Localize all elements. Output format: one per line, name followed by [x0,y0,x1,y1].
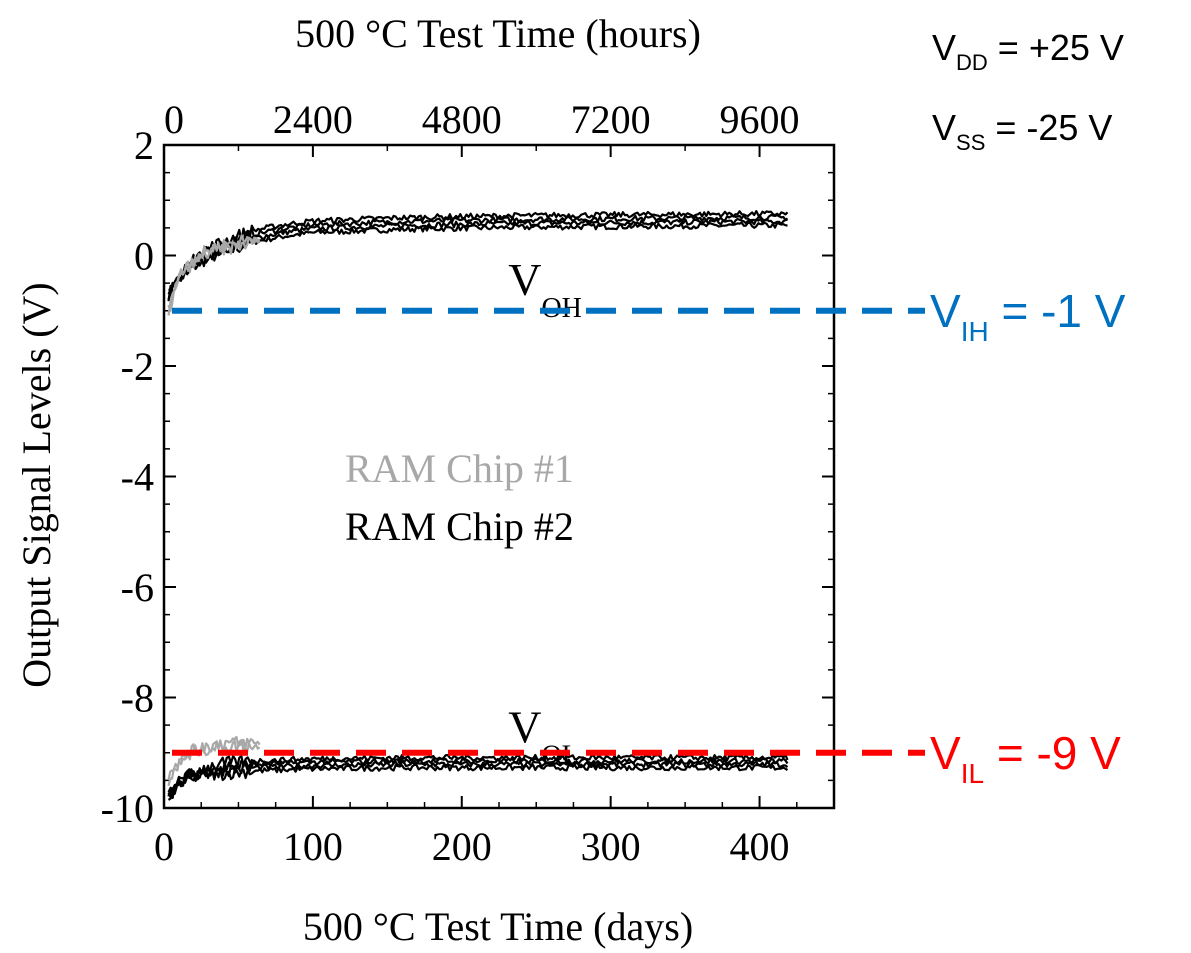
x-top-tick-label: 7200 [571,97,651,142]
x-top-tick-label: 9600 [720,97,800,142]
x-tick-label: 400 [730,824,790,869]
series-line-chip2-voh [167,221,788,302]
series-line-chip1-voh [167,234,260,313]
y-tick-label: 2 [134,123,154,168]
level-label-ol: VOL [508,702,579,772]
series-line-chip2-vol [167,763,789,799]
x-top-tick-label: 2400 [273,97,353,142]
y-axis-title: Output Signal Levels (V) [14,282,59,688]
vdd-annotation: VDD = +25 V [932,27,1124,75]
series-line-chip2-voh [167,214,789,300]
series-line-chip2-vol [167,753,789,793]
x-tick-label: 0 [154,824,174,869]
top-axis-title: 500 °C Test Time (hours) [295,11,701,56]
vss-annotation: VSS = -25 V [932,107,1112,155]
supply-annotations: VDD = +25 V VSS = -25 V [932,27,1124,155]
ref-label-ih: VIH = -1 V [930,285,1126,347]
x-top-tick-label: 0 [164,97,184,142]
x-top-tick-label: 4800 [422,97,502,142]
series-line-chip2-voh [167,210,789,295]
reference-lines: VIH = -1 V VIL = -9 V [172,285,1126,789]
legend: RAM Chip #1 RAM Chip #2 [345,446,574,549]
y-tick-label: -4 [121,455,154,500]
x-tick-label: 100 [283,824,343,869]
y-tick-label: -8 [121,676,154,721]
y-tick-label: -6 [121,565,154,610]
legend-entry-chip2: RAM Chip #2 [345,504,574,549]
y-tick-label: -10 [101,786,154,831]
y-tick-label: 0 [134,234,154,279]
x-tick-label: 200 [432,824,492,869]
x-tick-label: 300 [581,824,641,869]
y-tick-label: -2 [121,344,154,389]
series-line-chip2-vol [167,757,789,799]
series-group [167,210,789,801]
series-line-chip2-voh [168,217,788,292]
ref-label-il: VIL = -9 V [930,727,1121,789]
legend-entry-chip1: RAM Chip #1 [345,446,574,491]
bottom-axis-title: 500 °C Test Time (days) [303,904,693,949]
